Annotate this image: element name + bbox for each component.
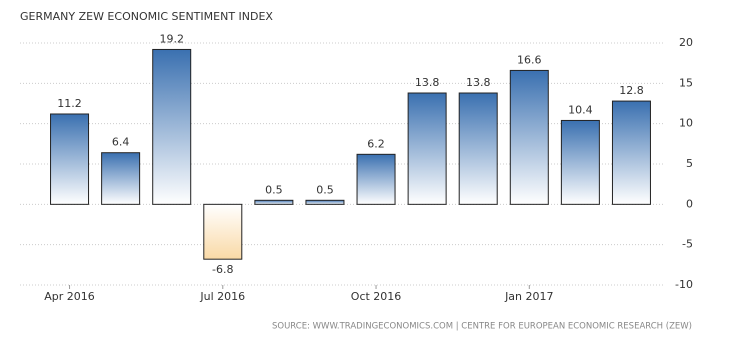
bar xyxy=(356,153,396,205)
bar xyxy=(560,119,600,205)
value-label: 10.4 xyxy=(568,103,593,116)
bar xyxy=(407,92,447,205)
y-tick-label: 10 xyxy=(679,117,693,130)
value-label: 13.8 xyxy=(415,76,440,89)
chart-title: GERMANY ZEW ECONOMIC SENTIMENT INDEX xyxy=(20,10,273,23)
value-label: -6.8 xyxy=(212,263,233,276)
y-tick-label: 5 xyxy=(686,157,693,170)
bar xyxy=(458,92,498,205)
source: SOURCE: WWW.TRADINGECONOMICS.COM | CENTR… xyxy=(272,322,692,332)
bar xyxy=(611,100,651,205)
value-label: 16.6 xyxy=(517,53,542,66)
bar xyxy=(203,203,243,260)
value-label: 6.2 xyxy=(367,137,385,150)
value-label: 13.8 xyxy=(466,76,491,89)
x-tick-label: Apr 2016 xyxy=(44,290,95,303)
y-tick-label: -10 xyxy=(675,278,693,291)
bar xyxy=(509,69,549,205)
bar xyxy=(254,199,294,205)
x-tick-label: Oct 2016 xyxy=(351,290,402,303)
y-tick-label: 15 xyxy=(679,76,693,89)
bar xyxy=(305,199,345,205)
y-tick-label: -5 xyxy=(682,238,693,251)
value-label: 11.2 xyxy=(57,97,82,110)
value-label: 6.4 xyxy=(112,136,130,149)
bar xyxy=(152,48,192,205)
value-label: 19.2 xyxy=(159,32,184,45)
bar xyxy=(50,113,90,205)
value-label: 12.8 xyxy=(619,84,644,97)
x-tick-label: Jul 2016 xyxy=(199,290,245,303)
bar xyxy=(101,152,141,205)
value-label: 0.5 xyxy=(316,183,334,196)
y-tick-label: 20 xyxy=(679,36,693,49)
y-tick-label: 0 xyxy=(686,197,693,210)
x-tick-label: Jan 2017 xyxy=(504,290,553,303)
value-label: 0.5 xyxy=(265,183,283,196)
